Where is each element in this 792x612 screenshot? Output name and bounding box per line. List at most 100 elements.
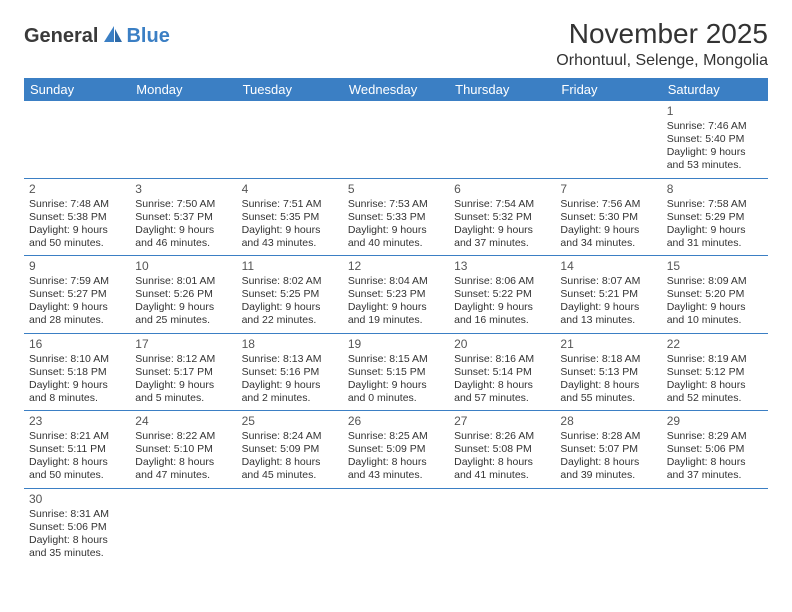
calendar-day-cell — [555, 101, 661, 178]
daylight-text: Daylight: 9 hours and 22 minutes. — [242, 301, 338, 327]
calendar-day-cell — [130, 488, 236, 565]
sunrise-text: Sunrise: 8:26 AM — [454, 430, 550, 443]
daylight-text: Daylight: 8 hours and 41 minutes. — [454, 456, 550, 482]
day-number: 17 — [135, 337, 231, 352]
calendar-day-cell — [24, 101, 130, 178]
day-header: Tuesday — [237, 78, 343, 101]
calendar-day-cell — [449, 101, 555, 178]
day-number: 19 — [348, 337, 444, 352]
sunrise-text: Sunrise: 7:48 AM — [29, 198, 125, 211]
day-number: 22 — [667, 337, 763, 352]
calendar-day-cell: 2Sunrise: 7:48 AMSunset: 5:38 PMDaylight… — [24, 178, 130, 256]
sunrise-text: Sunrise: 8:10 AM — [29, 353, 125, 366]
day-number: 24 — [135, 414, 231, 429]
daylight-text: Daylight: 8 hours and 43 minutes. — [348, 456, 444, 482]
calendar-day-cell — [343, 488, 449, 565]
calendar-day-cell: 21Sunrise: 8:18 AMSunset: 5:13 PMDayligh… — [555, 333, 661, 411]
calendar-page: General Blue November 2025 Orhontuul, Se… — [0, 0, 792, 583]
day-header: Thursday — [449, 78, 555, 101]
sunrise-text: Sunrise: 7:53 AM — [348, 198, 444, 211]
calendar-week-row: 2Sunrise: 7:48 AMSunset: 5:38 PMDaylight… — [24, 178, 768, 256]
calendar-week-row: 23Sunrise: 8:21 AMSunset: 5:11 PMDayligh… — [24, 411, 768, 489]
daylight-text: Daylight: 8 hours and 39 minutes. — [560, 456, 656, 482]
calendar-day-cell — [343, 101, 449, 178]
calendar-day-cell: 23Sunrise: 8:21 AMSunset: 5:11 PMDayligh… — [24, 411, 130, 489]
sunset-text: Sunset: 5:16 PM — [242, 366, 338, 379]
day-number: 2 — [29, 182, 125, 197]
calendar-day-cell: 5Sunrise: 7:53 AMSunset: 5:33 PMDaylight… — [343, 178, 449, 256]
calendar-body: 1Sunrise: 7:46 AMSunset: 5:40 PMDaylight… — [24, 101, 768, 565]
day-number: 25 — [242, 414, 338, 429]
sunset-text: Sunset: 5:23 PM — [348, 288, 444, 301]
sunrise-text: Sunrise: 7:50 AM — [135, 198, 231, 211]
daylight-text: Daylight: 9 hours and 25 minutes. — [135, 301, 231, 327]
calendar-week-row: 1Sunrise: 7:46 AMSunset: 5:40 PMDaylight… — [24, 101, 768, 178]
sunset-text: Sunset: 5:06 PM — [29, 521, 125, 534]
sunrise-text: Sunrise: 8:13 AM — [242, 353, 338, 366]
day-number: 5 — [348, 182, 444, 197]
sunset-text: Sunset: 5:25 PM — [242, 288, 338, 301]
sunrise-text: Sunrise: 7:54 AM — [454, 198, 550, 211]
day-header: Sunday — [24, 78, 130, 101]
sail-icon — [102, 24, 124, 49]
day-number: 9 — [29, 259, 125, 274]
sunrise-text: Sunrise: 8:22 AM — [135, 430, 231, 443]
sunset-text: Sunset: 5:22 PM — [454, 288, 550, 301]
month-title: November 2025 — [556, 18, 768, 50]
calendar-day-cell: 15Sunrise: 8:09 AMSunset: 5:20 PMDayligh… — [662, 256, 768, 334]
sunset-text: Sunset: 5:14 PM — [454, 366, 550, 379]
daylight-text: Daylight: 9 hours and 43 minutes. — [242, 224, 338, 250]
daylight-text: Daylight: 9 hours and 13 minutes. — [560, 301, 656, 327]
calendar-week-row: 9Sunrise: 7:59 AMSunset: 5:27 PMDaylight… — [24, 256, 768, 334]
daylight-text: Daylight: 9 hours and 31 minutes. — [667, 224, 763, 250]
day-number: 6 — [454, 182, 550, 197]
calendar-day-cell — [237, 488, 343, 565]
sunrise-text: Sunrise: 7:51 AM — [242, 198, 338, 211]
day-number: 8 — [667, 182, 763, 197]
sunset-text: Sunset: 5:07 PM — [560, 443, 656, 456]
daylight-text: Daylight: 8 hours and 55 minutes. — [560, 379, 656, 405]
sunset-text: Sunset: 5:11 PM — [29, 443, 125, 456]
daylight-text: Daylight: 8 hours and 35 minutes. — [29, 534, 125, 560]
calendar-day-cell: 12Sunrise: 8:04 AMSunset: 5:23 PMDayligh… — [343, 256, 449, 334]
daylight-text: Daylight: 9 hours and 8 minutes. — [29, 379, 125, 405]
calendar-day-cell: 16Sunrise: 8:10 AMSunset: 5:18 PMDayligh… — [24, 333, 130, 411]
day-number: 20 — [454, 337, 550, 352]
sunrise-text: Sunrise: 8:18 AM — [560, 353, 656, 366]
day-number: 26 — [348, 414, 444, 429]
day-number: 16 — [29, 337, 125, 352]
daylight-text: Daylight: 9 hours and 2 minutes. — [242, 379, 338, 405]
calendar-day-cell: 30Sunrise: 8:31 AMSunset: 5:06 PMDayligh… — [24, 488, 130, 565]
sunrise-text: Sunrise: 7:59 AM — [29, 275, 125, 288]
calendar-day-cell: 19Sunrise: 8:15 AMSunset: 5:15 PMDayligh… — [343, 333, 449, 411]
location-subtitle: Orhontuul, Selenge, Mongolia — [556, 52, 768, 70]
day-header: Wednesday — [343, 78, 449, 101]
calendar-table: Sunday Monday Tuesday Wednesday Thursday… — [24, 78, 768, 565]
sunset-text: Sunset: 5:17 PM — [135, 366, 231, 379]
calendar-day-cell: 24Sunrise: 8:22 AMSunset: 5:10 PMDayligh… — [130, 411, 236, 489]
calendar-day-cell: 29Sunrise: 8:29 AMSunset: 5:06 PMDayligh… — [662, 411, 768, 489]
day-number: 29 — [667, 414, 763, 429]
day-number: 18 — [242, 337, 338, 352]
day-number: 4 — [242, 182, 338, 197]
daylight-text: Daylight: 8 hours and 52 minutes. — [667, 379, 763, 405]
sunset-text: Sunset: 5:35 PM — [242, 211, 338, 224]
sunset-text: Sunset: 5:12 PM — [667, 366, 763, 379]
day-number: 21 — [560, 337, 656, 352]
day-number: 15 — [667, 259, 763, 274]
sunrise-text: Sunrise: 7:58 AM — [667, 198, 763, 211]
sunrise-text: Sunrise: 8:24 AM — [242, 430, 338, 443]
calendar-day-cell: 28Sunrise: 8:28 AMSunset: 5:07 PMDayligh… — [555, 411, 661, 489]
sunset-text: Sunset: 5:10 PM — [135, 443, 231, 456]
sunset-text: Sunset: 5:30 PM — [560, 211, 656, 224]
day-number: 27 — [454, 414, 550, 429]
calendar-day-cell: 7Sunrise: 7:56 AMSunset: 5:30 PMDaylight… — [555, 178, 661, 256]
day-number: 13 — [454, 259, 550, 274]
title-block: November 2025 Orhontuul, Selenge, Mongol… — [556, 18, 768, 70]
calendar-day-cell: 22Sunrise: 8:19 AMSunset: 5:12 PMDayligh… — [662, 333, 768, 411]
day-number: 12 — [348, 259, 444, 274]
sunrise-text: Sunrise: 8:07 AM — [560, 275, 656, 288]
calendar-day-cell: 1Sunrise: 7:46 AMSunset: 5:40 PMDaylight… — [662, 101, 768, 178]
calendar-day-cell: 17Sunrise: 8:12 AMSunset: 5:17 PMDayligh… — [130, 333, 236, 411]
sunrise-text: Sunrise: 8:01 AM — [135, 275, 231, 288]
